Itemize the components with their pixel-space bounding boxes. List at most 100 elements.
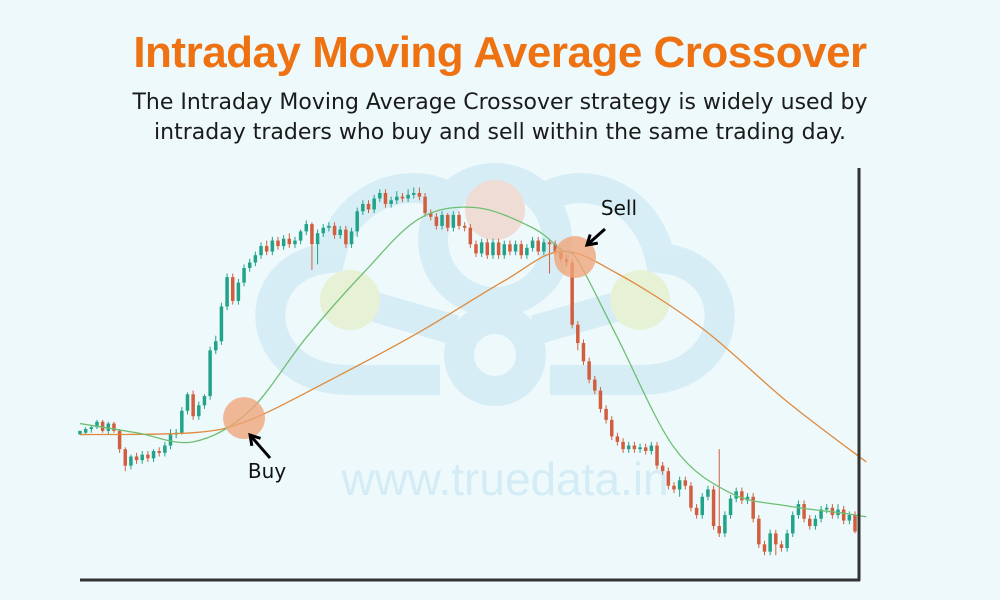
candle (485, 238, 490, 259)
candle-body (462, 225, 467, 228)
candle-body (779, 544, 784, 548)
candle-body (389, 200, 393, 204)
candles (78, 187, 857, 556)
candle-body (632, 445, 637, 450)
candle-body (247, 262, 252, 269)
candle (83, 427, 88, 435)
candle-body (525, 247, 529, 256)
candle-body (683, 480, 688, 486)
candle-body (355, 211, 359, 232)
candle-body (236, 282, 241, 301)
watermark-dot-top (465, 180, 525, 240)
candle-body (219, 306, 224, 342)
candle-body (530, 240, 535, 248)
candle (389, 196, 393, 208)
candle (281, 235, 286, 250)
candle (208, 346, 212, 400)
candle-body (349, 231, 354, 245)
candle-body (672, 485, 676, 490)
candle (168, 429, 173, 450)
candle-body (445, 214, 450, 228)
candle (230, 273, 235, 305)
candle (372, 194, 376, 214)
candle-body (581, 343, 586, 362)
candle-body (547, 242, 552, 245)
candle-body (587, 361, 591, 380)
candle (445, 213, 450, 232)
candle (304, 220, 309, 236)
candle (711, 485, 716, 530)
candle (163, 441, 167, 457)
page-title: Intraday Moving Average Crossover (133, 28, 867, 77)
candle (185, 392, 190, 415)
candle (338, 225, 342, 239)
candle (440, 211, 444, 230)
candle-body (129, 456, 133, 466)
candle-body (813, 518, 818, 527)
candle (202, 394, 207, 409)
candle-body (785, 533, 789, 548)
candle (264, 240, 269, 256)
candle (576, 321, 580, 351)
candle (598, 386, 603, 413)
candle (762, 540, 767, 556)
candle-body (626, 445, 631, 450)
candle-body (706, 489, 710, 497)
candle-body (134, 456, 139, 461)
candle (355, 207, 359, 237)
candle (717, 449, 721, 538)
candle (406, 189, 410, 203)
candle (417, 187, 422, 201)
candle-body (406, 194, 410, 199)
candle (457, 211, 461, 230)
candle-body (281, 238, 286, 247)
candle (621, 438, 625, 453)
candle (293, 236, 297, 248)
candle (321, 224, 326, 237)
candle (146, 451, 150, 462)
candle-body (717, 526, 721, 534)
candle-body (270, 240, 275, 252)
candle-body (276, 240, 280, 247)
candle (496, 238, 501, 259)
candle-body (89, 427, 94, 430)
candle (468, 224, 473, 248)
candle (191, 390, 195, 420)
candle-body (689, 485, 693, 508)
candle-body (315, 233, 320, 245)
candle (412, 187, 416, 199)
candle (593, 375, 597, 395)
annotation-label-sell: Sell (601, 196, 637, 220)
candle (700, 493, 705, 519)
candle (791, 511, 795, 538)
candle (151, 449, 156, 462)
candle (117, 429, 122, 453)
candle-body (468, 227, 473, 245)
candle (242, 264, 246, 287)
candle-body (428, 213, 433, 217)
candle (632, 441, 637, 453)
candle (236, 278, 241, 305)
candle-body (191, 394, 195, 417)
candle-body (95, 421, 99, 428)
candle-body (100, 421, 105, 431)
candle (519, 240, 523, 259)
candle-body (666, 471, 671, 486)
candle-body (332, 225, 337, 236)
candle-body (762, 544, 767, 552)
candle-body (197, 405, 201, 417)
candle (259, 242, 263, 259)
candle (95, 419, 99, 430)
candle-body (304, 224, 309, 232)
candle-body (757, 518, 761, 545)
candle (530, 236, 535, 252)
candle-body (479, 242, 484, 254)
candle (428, 209, 433, 221)
candle (643, 443, 648, 455)
candle (807, 515, 812, 530)
candle (134, 452, 139, 464)
candle-body (734, 491, 738, 499)
candle (689, 482, 693, 512)
crossover-buy: Buy (223, 397, 286, 483)
candle (813, 515, 818, 530)
